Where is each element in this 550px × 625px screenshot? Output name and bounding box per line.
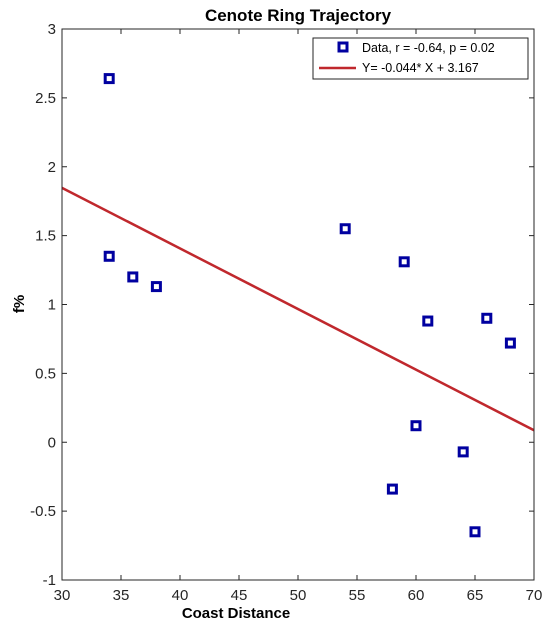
legend: Data, r = -0.64, p = 0.02 Y= -0.044* X +… <box>312 37 529 80</box>
y-tick-label: 2.5 <box>35 90 56 107</box>
x-tick-label: 60 <box>408 587 425 604</box>
y-axis-label: f% <box>11 295 28 313</box>
data-point <box>504 337 516 349</box>
y-tick-label: 0 <box>48 434 56 451</box>
y-tick-label: 0.5 <box>35 365 56 382</box>
data-point <box>422 315 434 327</box>
data-point <box>103 250 115 262</box>
chart-title: Cenote Ring Trajectory <box>205 6 392 25</box>
y-tick-label: -1 <box>43 572 56 589</box>
data-point <box>457 446 469 458</box>
legend-data-label: Data, r = -0.64, p = 0.02 <box>362 41 495 55</box>
x-tick-label: 40 <box>172 587 189 604</box>
data-point <box>469 526 481 538</box>
data-point <box>127 271 139 283</box>
regression-line <box>61 186 535 432</box>
y-tick-label: 2 <box>48 159 56 176</box>
x-tick-label: 70 <box>526 587 543 604</box>
legend-fit-label: Y= -0.044* X + 3.167 <box>362 61 479 75</box>
y-tick-label: 3 <box>48 21 56 38</box>
x-tick-label: 65 <box>467 587 484 604</box>
data-point <box>386 483 398 495</box>
x-tick-label: 55 <box>349 587 366 604</box>
x-axis-label: Coast Distance <box>182 605 290 622</box>
plot-background <box>62 29 534 580</box>
x-tick-label: 45 <box>231 587 248 604</box>
legend-data-marker <box>337 41 349 53</box>
legend-box <box>312 37 529 80</box>
y-tick-label: 1.5 <box>35 228 56 245</box>
y-tick-label: 1 <box>48 297 56 314</box>
data-point <box>150 281 162 293</box>
y-tick-label: -0.5 <box>30 503 56 520</box>
data-point <box>339 223 351 235</box>
data-point <box>103 73 115 85</box>
x-tick-label: 50 <box>290 587 307 604</box>
data-point <box>481 312 493 324</box>
tick-labels: 30 35 40 45 50 55 60 65 70 -1 -0.5 0 0.5 1 1.5 2 2.5 3 <box>30 21 542 604</box>
fit-line-layer <box>61 186 535 432</box>
data-point <box>410 420 422 432</box>
plot-frame <box>61 28 535 581</box>
x-tick-label: 35 <box>113 587 130 604</box>
x-tick-label: 30 <box>54 587 71 604</box>
data-points-layer <box>103 73 516 538</box>
data-point <box>398 256 410 268</box>
